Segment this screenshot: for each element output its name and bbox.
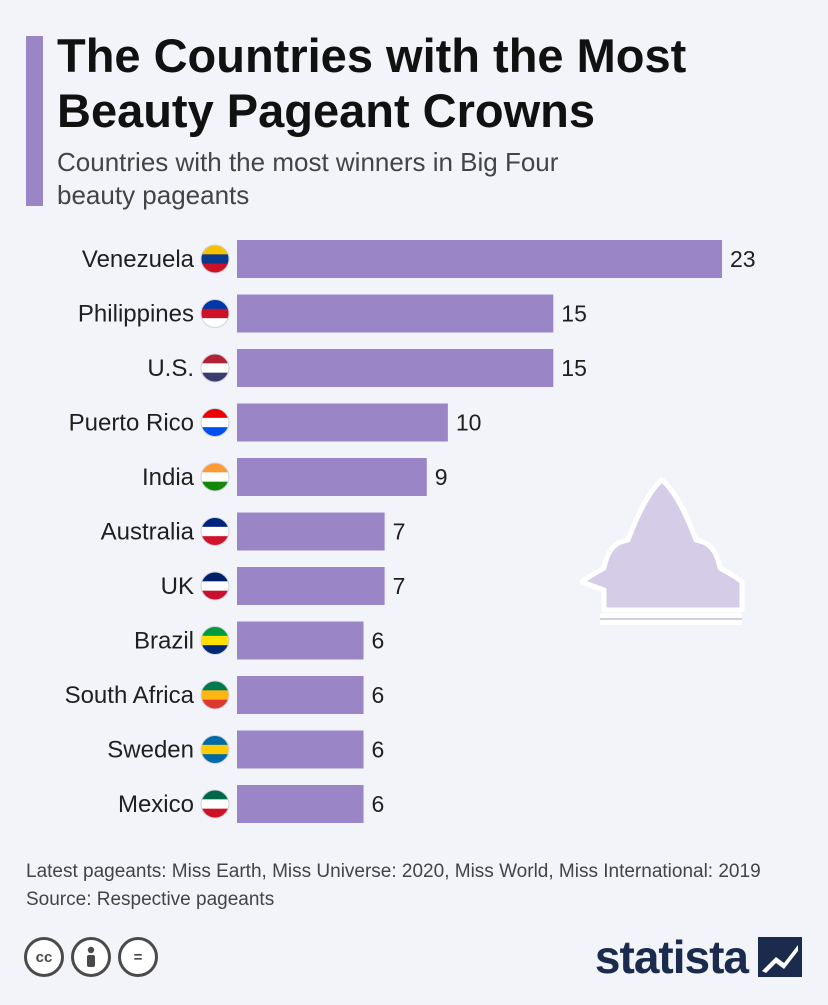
- bar-south-africa: [237, 676, 364, 714]
- category-label: Puerto Rico: [69, 410, 194, 437]
- bar-philippines: [237, 294, 554, 333]
- flag-icon: [201, 463, 229, 491]
- flag-icon: [201, 245, 229, 273]
- category-label: Philippines: [78, 301, 194, 328]
- category-label: Sweden: [107, 737, 194, 764]
- cc-icon[interactable]: cc: [24, 937, 64, 977]
- value-label: 6: [372, 628, 385, 654]
- bar-mexico: [237, 785, 364, 823]
- footnote: Latest pageants: Miss Earth, Miss Univer…: [26, 858, 816, 914]
- value-label: 23: [730, 246, 756, 272]
- category-label: Mexico: [118, 791, 194, 818]
- value-label: 6: [372, 682, 385, 708]
- flag-icon: [201, 735, 229, 764]
- value-label: 9: [435, 464, 448, 490]
- bar-chart: Venezuela 23 Philippines 15 U.S. 15 Puerto Ric…: [65, 240, 756, 823]
- value-label: 15: [561, 301, 587, 327]
- attribution-icon[interactable]: [71, 937, 111, 977]
- bar-brazil: [237, 621, 364, 660]
- license-icons: cc =: [24, 937, 158, 977]
- bar-puerto-rico: [237, 403, 448, 442]
- value-label: 15: [561, 355, 587, 381]
- flag-icon: [201, 299, 229, 328]
- bar-sweden: [237, 730, 364, 769]
- statista-logo[interactable]: statista: [595, 930, 802, 984]
- bar-uk: [237, 567, 385, 605]
- flag-icon: [201, 354, 229, 382]
- category-label: Venezuela: [82, 246, 195, 273]
- flag-icon: [201, 626, 229, 655]
- category-label: UK: [161, 573, 194, 600]
- value-label: 10: [456, 410, 482, 436]
- value-label: 6: [372, 791, 385, 817]
- category-label: Australia: [101, 519, 195, 546]
- footnote-note: Latest pageants: Miss Earth, Miss Univer…: [26, 861, 761, 882]
- title-accent-bar: [26, 36, 43, 206]
- value-label: 7: [393, 573, 406, 599]
- brand-name: statista: [594, 931, 749, 983]
- value-label: 7: [393, 519, 406, 545]
- category-label: Brazil: [134, 628, 194, 655]
- page-subtitle: Countries with the most winners in Big F…: [57, 147, 559, 210]
- bar-u-s-: [237, 349, 554, 387]
- category-label: India: [142, 464, 195, 491]
- footnote-source: Source: Respective pageants: [26, 889, 275, 910]
- category-label: U.S.: [147, 355, 194, 382]
- flag-icon: [201, 681, 229, 709]
- flag-icon: [201, 572, 229, 600]
- bar-india: [237, 458, 427, 496]
- crown-illustration: [579, 477, 745, 625]
- flag-icon: [201, 408, 229, 437]
- value-label: 6: [372, 737, 385, 763]
- flag-icon: [201, 790, 229, 818]
- bar-venezuela: [237, 240, 722, 278]
- flag-icon: [201, 517, 229, 546]
- category-label: South Africa: [65, 682, 195, 709]
- statista-logo-icon: [758, 937, 802, 977]
- bar-australia: [237, 512, 385, 551]
- no-derivatives-icon[interactable]: =: [118, 937, 158, 977]
- page-title: The Countries with the Most Beauty Pagea…: [57, 29, 687, 137]
